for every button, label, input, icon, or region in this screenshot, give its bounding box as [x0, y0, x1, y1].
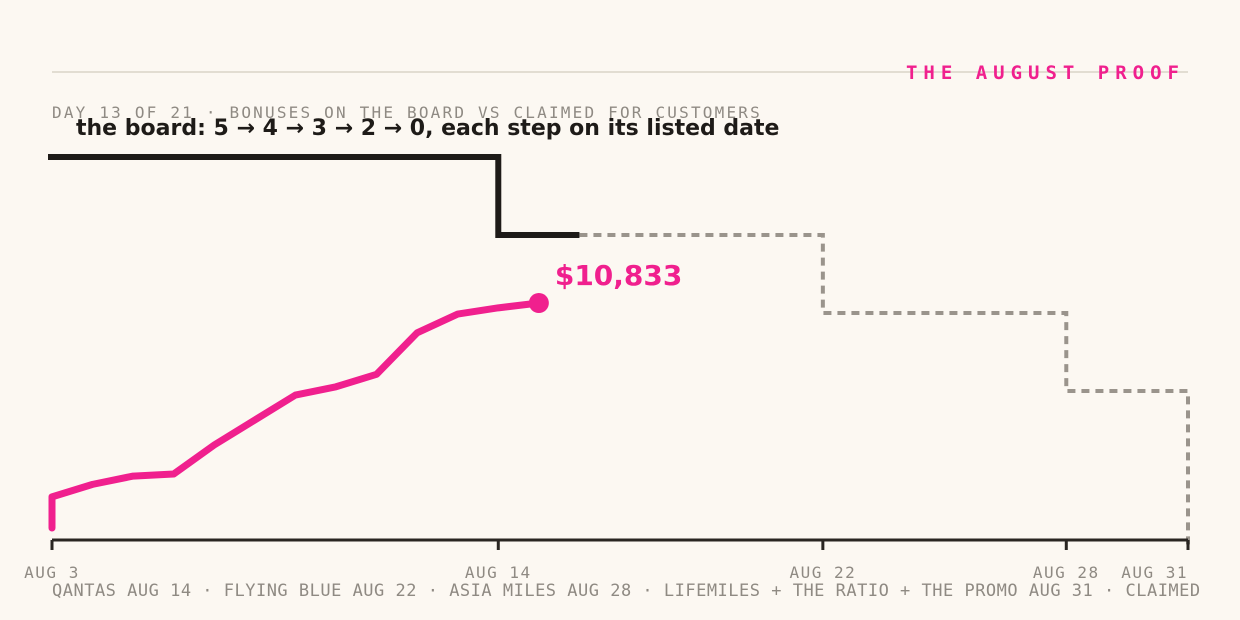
board-line-solid: [48, 154, 580, 238]
chart-subtitle: DAY 13 OF 21 · BONUSES ON THE BOARD VS C…: [52, 103, 762, 122]
chart-footnote: QANTAS AUG 14 · FLYING BLUE AUG 22 · ASI…: [52, 581, 1201, 601]
x-tick-label: AUG 22: [789, 563, 856, 582]
x-tick-label: AUG 3: [24, 563, 80, 582]
claimed-line: [48, 299, 543, 532]
claimed-end-label: $10,833: [555, 259, 683, 292]
claimed-line-group: $10,833: [48, 259, 683, 532]
x-tick-label: AUG 14: [465, 563, 532, 582]
x-tick-label: AUG 31: [1121, 563, 1188, 582]
plot-area: $10,833 AUG 3 AUG 14 AUG 22 AUG 28 AUG 31: [24, 154, 1190, 582]
x-tick-label: AUG 28: [1033, 563, 1100, 582]
chart-kicker: THE AUGUST PROOF: [906, 62, 1185, 84]
claimed-end-point: [528, 293, 549, 313]
board-line-future: [579, 233, 1190, 547]
x-axis: AUG 3 AUG 14 AUG 22 AUG 28 AUG 31: [24, 538, 1190, 582]
board-annotation: the board: 5 → 4 → 3 → 2 → 0, each step …: [76, 116, 779, 141]
board-line-group: [48, 154, 1190, 547]
